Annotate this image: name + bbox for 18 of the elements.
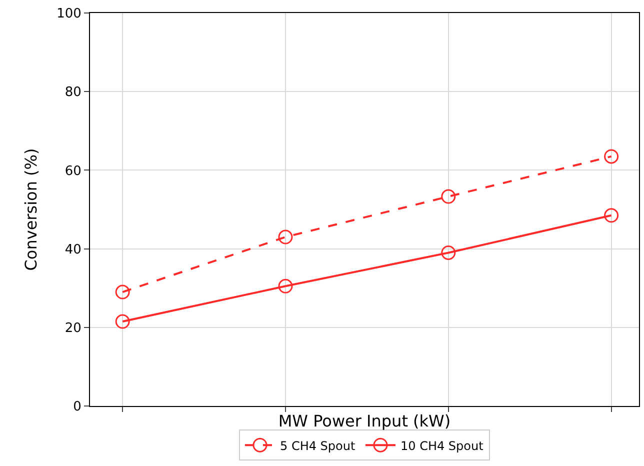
y-tick-label: 100 xyxy=(56,6,82,22)
point xyxy=(278,278,293,294)
point xyxy=(441,245,456,260)
point xyxy=(115,314,130,329)
legend-label: 10 CH4 Spout xyxy=(400,438,484,453)
y-axis-title: Conversion (%) xyxy=(21,148,40,271)
point xyxy=(604,208,619,223)
point xyxy=(115,284,130,300)
point xyxy=(604,149,619,164)
point xyxy=(278,230,293,244)
y-tick-label: 40 xyxy=(64,242,82,258)
y-tick-label: 80 xyxy=(64,85,82,100)
x-axis-title: MW Power Input (kW) xyxy=(278,412,451,431)
y-tick-label: 20 xyxy=(64,320,82,336)
y-tick-label: 0 xyxy=(73,400,82,415)
y-tick-label: 60 xyxy=(64,164,82,179)
legend-label: 5 CH4 Spout xyxy=(280,438,356,453)
point xyxy=(441,189,456,204)
